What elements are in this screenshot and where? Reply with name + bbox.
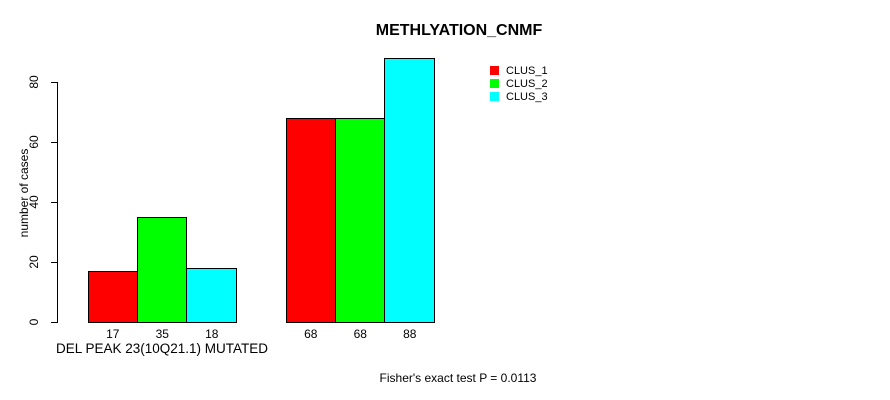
legend-item-clus_1: CLUS_1: [490, 64, 548, 77]
bar-value-label: 18: [205, 327, 219, 341]
legend-label: CLUS_1: [506, 64, 548, 77]
y-axis-tick-label: 40: [27, 195, 41, 209]
y-axis-tick: [51, 262, 57, 263]
y-axis-tick-label: 80: [27, 75, 41, 89]
bar-clus_2-group2: [335, 118, 385, 323]
bar-value-label: 17: [106, 327, 120, 341]
y-axis-tick-label: 60: [27, 135, 41, 149]
bar-clus_1-group2: [286, 118, 336, 323]
bar-clus_3-group1: [186, 268, 237, 323]
legend-item-clus_2: CLUS_2: [490, 77, 548, 90]
annotation-text: Fisher's exact test P = 0.0113: [379, 371, 537, 385]
bar-clus_2-group1: [137, 217, 187, 323]
y-axis-line: [57, 82, 58, 323]
legend-item-clus_3: CLUS_3: [490, 90, 548, 103]
legend-label: CLUS_3: [506, 90, 548, 103]
x-axis-group-label: DEL PEAK 23(10Q21.1) MUTATED: [55, 341, 269, 356]
legend-label: CLUS_2: [506, 77, 548, 90]
legend-swatch-icon: [490, 92, 499, 101]
bar-clus_1-group1: [88, 271, 138, 323]
bar-value-label: 88: [403, 327, 417, 341]
y-axis-tick-label: 20: [27, 255, 41, 269]
bar-value-label: 68: [353, 327, 367, 341]
bar-clus_3-group2: [384, 58, 435, 323]
legend: CLUS_1 CLUS_2 CLUS_3: [490, 64, 548, 103]
y-axis-label: number of cases: [17, 148, 31, 238]
bar-value-label: 68: [304, 327, 318, 341]
y-axis-tick: [51, 142, 57, 143]
y-axis-tick: [51, 322, 57, 323]
legend-swatch-icon: [490, 79, 499, 88]
chart-title: METHLYATION_CNMF: [375, 22, 543, 39]
y-axis-tick: [51, 202, 57, 203]
bar-value-label: 35: [155, 327, 169, 341]
y-axis-tick: [51, 82, 57, 83]
y-axis-tick-label: 0: [27, 318, 41, 326]
legend-swatch-icon: [490, 66, 499, 75]
